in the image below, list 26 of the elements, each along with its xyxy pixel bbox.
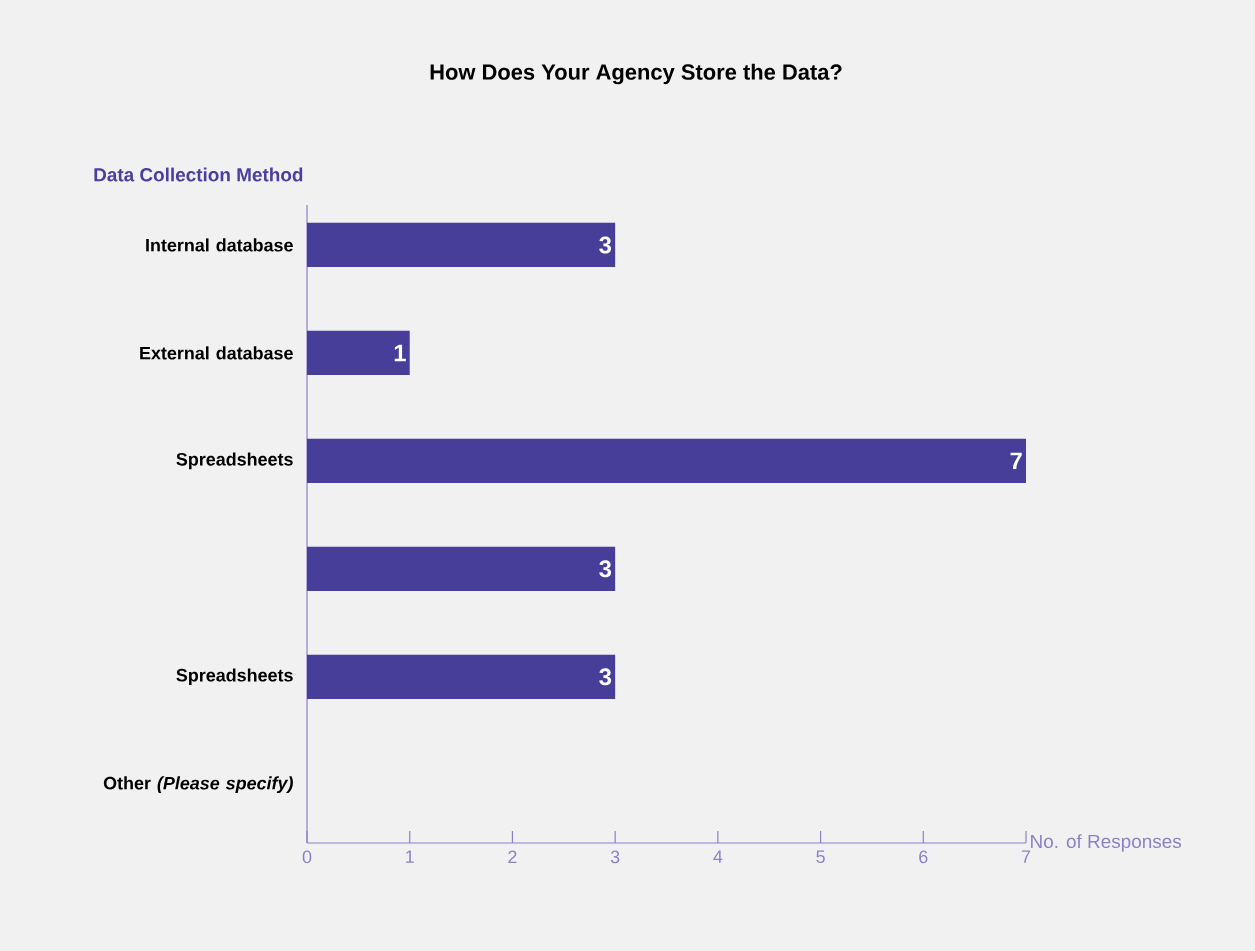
x-axis-title: No. of Responses <box>1031 834 1182 852</box>
x-tick-label: 3 <box>610 850 620 864</box>
x-tick-label: 4 <box>713 850 723 863</box>
y-tick-label: Other (Please specify) <box>103 776 293 794</box>
bar <box>307 546 616 591</box>
y-tick-label: Spreadsheets <box>176 668 293 686</box>
bar <box>307 438 1027 483</box>
data-label: 7 <box>1010 452 1022 470</box>
data-label: 3 <box>599 236 612 254</box>
bar <box>307 330 410 376</box>
data-label: 3 <box>599 668 612 686</box>
chart-title: How Does Your Agency Store the Data? <box>430 63 842 85</box>
y-tick-label: External database <box>140 346 293 360</box>
bar <box>307 654 616 699</box>
data-label: 1 <box>394 344 406 362</box>
y-tick-label: Internal database <box>146 238 293 252</box>
x-tick-label: 2 <box>508 850 517 864</box>
x-tick-label: 1 <box>406 850 414 863</box>
y-tick-label: Spreadsheets <box>176 452 293 470</box>
x-tick-label: 5 <box>816 850 825 864</box>
bar <box>307 222 616 268</box>
x-tick-label: 6 <box>919 850 928 864</box>
y-axis-title: Data Collection Method <box>94 167 303 182</box>
data-label: 3 <box>599 560 612 578</box>
x-tick-label: 7 <box>1021 850 1031 863</box>
x-tick-label: 0 <box>302 850 312 864</box>
